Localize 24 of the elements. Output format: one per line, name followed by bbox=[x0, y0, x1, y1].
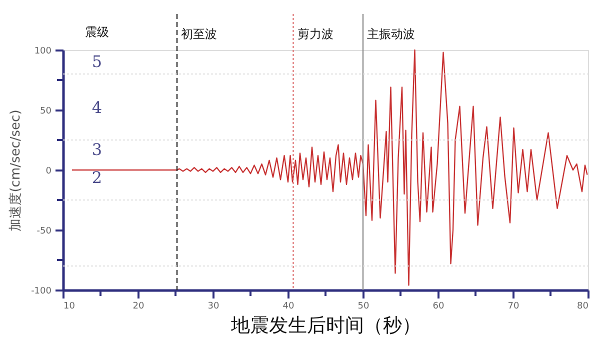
y-tick-label: -100 bbox=[31, 286, 52, 296]
annotation: 5 bbox=[92, 52, 102, 71]
y-tick-label: 100 bbox=[34, 46, 52, 56]
annotation: 4 bbox=[92, 98, 102, 117]
x-tick-label: 40 bbox=[282, 302, 294, 312]
x-tick-label: 10 bbox=[64, 302, 76, 312]
y-tick-label: -50 bbox=[36, 226, 52, 236]
line-series bbox=[71, 49, 588, 286]
ref-line-label: 剪力波 bbox=[297, 27, 334, 41]
x-tick-label: 50 bbox=[358, 302, 370, 312]
text: 震级 bbox=[85, 25, 109, 39]
x-tick-label: 70 bbox=[508, 302, 520, 312]
x-tick-label: 80 bbox=[577, 302, 589, 312]
x-axis-title: 地震发生后时间（秒） bbox=[230, 314, 421, 336]
y-axis-title: 加速度(cm/sec/sec) bbox=[8, 110, 24, 232]
ref-line-label: 主振动波 bbox=[367, 27, 415, 41]
ref-line-label: 初至波 bbox=[181, 27, 217, 41]
x-tick-label: 30 bbox=[208, 302, 220, 312]
annotation: 3 bbox=[92, 140, 102, 159]
annotation: 2 bbox=[92, 168, 102, 187]
x-tick-label: 20 bbox=[132, 302, 144, 312]
y-tick-label: 0 bbox=[46, 166, 52, 176]
x-tick-label: 60 bbox=[432, 302, 444, 312]
y-tick-label: 50 bbox=[40, 106, 52, 116]
